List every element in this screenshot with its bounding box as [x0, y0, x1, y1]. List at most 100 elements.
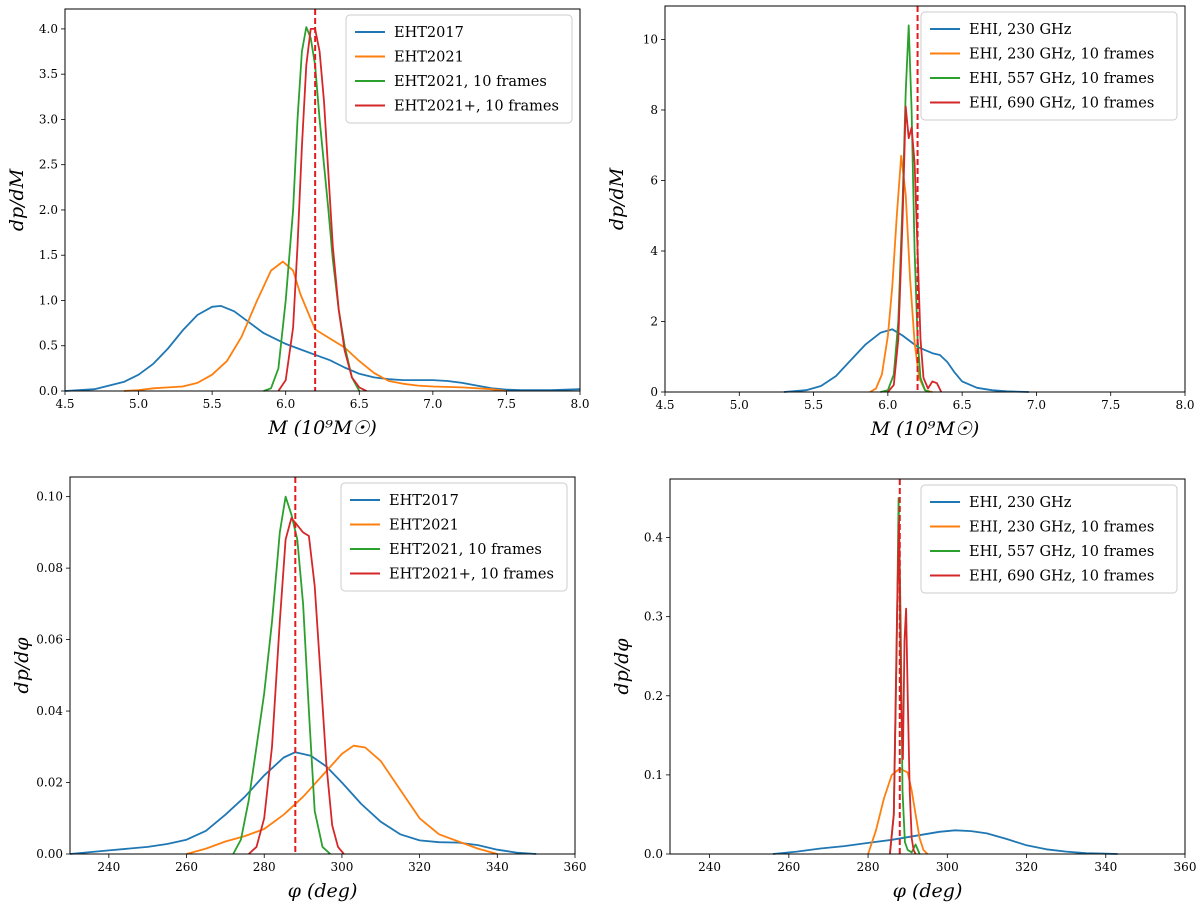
legend-entry: EHT2017 — [389, 493, 459, 509]
chart-svg: 4.5 5.0 5.5 6.0 6.5 7.0 7.5 8.0 0 2 4 6 8 10 M (10⁹M☉)… — [606, 5, 1195, 440]
series-line-0 — [64, 304, 581, 392]
series-line-1 — [867, 767, 929, 855]
legend-entry: EHT2021, 10 frames — [389, 542, 542, 558]
y-tick-label: 3.5 — [39, 67, 58, 81]
legend-entry: EHT2021+, 10 frames — [389, 567, 554, 583]
y-tick-label: 0.02 — [36, 776, 63, 790]
legend-entry: EHT2017 — [394, 25, 464, 41]
y-tick-label: 1.0 — [39, 293, 58, 307]
y-tick-label: 0.10 — [36, 490, 63, 504]
legend-entry: EHT2021+, 10 frames — [394, 99, 559, 115]
chart-svg: 240 260 280 300 320 340 360 0.0 0.1 0.2 0.3 0.4 φ (d… — [611, 478, 1197, 902]
series-line-3 — [277, 27, 367, 392]
y-tick-label: 1.5 — [39, 248, 58, 262]
series-line-2 — [880, 24, 930, 393]
legend-entry: EHI, 230 GHz, 10 frames — [969, 520, 1154, 536]
y-tick-label: 0.4 — [644, 531, 663, 545]
x-tick-label: 6.0 — [276, 397, 295, 411]
legend-box — [920, 11, 1178, 121]
x-tick-label: 6.0 — [878, 398, 897, 412]
y-tick-label: 4 — [650, 244, 658, 258]
chart-panel-angle-eht: 240 260 280 300 320 340 360 0.00 0.02 0.04 0.06 0.0… — [0, 455, 600, 910]
x-tick-label: 8.0 — [1175, 398, 1194, 412]
y-tick-label: 3.0 — [39, 112, 58, 126]
x-tick-label: 5.5 — [203, 397, 222, 411]
y-axis-label: dp/dM — [6, 168, 28, 231]
y-tick-label: 6 — [650, 173, 658, 187]
plot-frame — [669, 478, 1186, 855]
series-line-3 — [248, 517, 345, 855]
chart-svg: 240 260 280 300 320 340 360 0.00 0.02 0.04 0.06 0.0… — [11, 476, 587, 902]
y-tick-label: 0.06 — [36, 633, 63, 647]
x-tick-label: 300 — [330, 860, 353, 874]
y-tick-label: 0.04 — [36, 704, 63, 718]
chart-panel-mass-eht: 4.5 5.0 5.5 6.0 6.5 7.0 7.5 8.0 0.0 0.5 1.0 1.5 2.0 2… — [0, 0, 600, 455]
x-tick-label: 4.5 — [655, 398, 674, 412]
series-line-3 — [887, 105, 943, 393]
legend-box — [345, 14, 573, 124]
legend-entry: EHI, 230 GHz, 10 frames — [969, 47, 1154, 63]
y-tick-label: 10 — [643, 32, 658, 46]
x-axis-label: M (10⁹M☉) — [870, 418, 980, 440]
y-tick-label: 0.3 — [644, 610, 663, 624]
legend-entry: EHT2021, 10 frames — [394, 74, 547, 90]
y-tick-label: 2.5 — [39, 158, 58, 172]
legend-entry: EHI, 690 GHz, 10 frames — [969, 569, 1154, 585]
x-tick-label: 260 — [777, 860, 800, 874]
y-axis-label: dp/dM — [606, 167, 628, 230]
legend-box — [340, 482, 568, 592]
series-line-0 — [69, 751, 537, 855]
y-tick-label: 0.1 — [644, 768, 663, 782]
series-line-0 — [783, 328, 1030, 393]
y-axis-label: dp/dφ — [11, 637, 33, 694]
x-axis-label: φ (deg) — [288, 880, 358, 902]
y-tick-label: 0.5 — [39, 339, 58, 353]
x-tick-label: 320 — [408, 860, 431, 874]
series-line-2 — [263, 26, 361, 392]
x-tick-label: 7.0 — [423, 397, 442, 411]
legend-entry: EHI, 690 GHz, 10 frames — [969, 96, 1154, 112]
legend: EHI, 230 GHz EHI, 230 GHz, 10 frames EHI, … — [920, 11, 1178, 121]
y-tick-label: 0.0 — [39, 384, 58, 398]
x-tick-label: 5.5 — [804, 398, 823, 412]
x-tick-label: 240 — [698, 860, 721, 874]
legend: EHT2017 EHT2021 EHT2021, 10 frames EHT2021+… — [345, 14, 573, 124]
x-tick-label: 360 — [564, 860, 587, 874]
series-line-1 — [869, 154, 933, 393]
x-tick-label: 8.0 — [570, 397, 589, 411]
x-tick-label: 320 — [1015, 860, 1038, 874]
x-tick-label: 260 — [175, 860, 198, 874]
x-tick-label: 4.5 — [55, 397, 74, 411]
series-line-0 — [772, 829, 1118, 855]
series-line-3 — [889, 520, 917, 855]
y-tick-label: 8 — [650, 103, 658, 117]
legend-entry: EHT2021 — [389, 518, 459, 534]
plot-frame — [664, 5, 1186, 393]
series-line-1 — [123, 260, 507, 392]
x-tick-label: 280 — [253, 860, 276, 874]
chart-svg: 4.5 5.0 5.5 6.0 6.5 7.0 7.5 8.0 0.0 0.5 1.0 1.5 2.0 2… — [6, 8, 590, 439]
x-axis-label: φ (deg) — [893, 880, 963, 902]
legend: EHT2017 EHT2021 EHT2021, 10 frames EHT2021+… — [340, 482, 568, 592]
x-tick-label: 300 — [936, 860, 959, 874]
x-tick-label: 340 — [1094, 860, 1117, 874]
x-tick-label: 5.0 — [129, 397, 148, 411]
x-tick-label: 7.5 — [497, 397, 516, 411]
x-tick-label: 7.0 — [1027, 398, 1046, 412]
x-tick-label: 360 — [1174, 860, 1197, 874]
plot-frame — [69, 476, 576, 855]
legend-entry: EHI, 557 GHz, 10 frames — [969, 544, 1154, 560]
legend: EHI, 230 GHz EHI, 230 GHz, 10 frames EHI, … — [920, 484, 1178, 594]
plot-frame — [64, 8, 581, 392]
x-tick-label: 6.5 — [953, 398, 972, 412]
y-tick-label: 0.0 — [644, 847, 663, 861]
chart-panel-angle-ehi: 240 260 280 300 320 340 360 0.0 0.1 0.2 0.3 0.4 φ (d… — [600, 455, 1200, 910]
legend-entry: EHI, 230 GHz — [969, 22, 1072, 38]
x-tick-label: 340 — [486, 860, 509, 874]
x-tick-label: 280 — [857, 860, 880, 874]
y-tick-label: 4.0 — [39, 22, 58, 36]
y-tick-label: 2.0 — [39, 203, 58, 217]
y-tick-label: 0.2 — [644, 689, 663, 703]
x-tick-label: 240 — [97, 860, 120, 874]
series-line-2 — [232, 495, 331, 855]
